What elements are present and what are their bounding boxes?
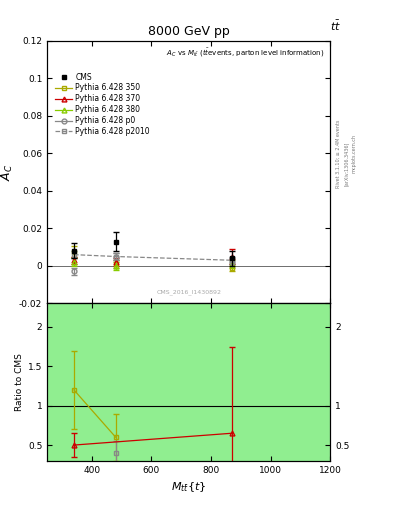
- Text: Rivet 3.1.10; ≥ 2.4M events: Rivet 3.1.10; ≥ 2.4M events: [336, 119, 341, 188]
- Text: [arXiv:1306.3436]: [arXiv:1306.3436]: [344, 142, 349, 186]
- Y-axis label: Ratio to CMS: Ratio to CMS: [15, 353, 24, 411]
- Title: 8000 GeV pp: 8000 GeV pp: [148, 26, 230, 38]
- Y-axis label: $A_C$: $A_C$: [0, 163, 15, 181]
- Text: $A_C$ vs $M_{t\bar{t}}$ ($t\bar{t}$events, parton level information): $A_C$ vs $M_{t\bar{t}}$ ($t\bar{t}$event…: [166, 46, 325, 58]
- Text: mcplots.cern.ch: mcplots.cern.ch: [352, 134, 357, 173]
- Text: $t\bar{t}$: $t\bar{t}$: [330, 19, 341, 33]
- Text: CMS_2016_I1430892: CMS_2016_I1430892: [156, 290, 221, 295]
- Legend: CMS, Pythia 6.428 350, Pythia 6.428 370, Pythia 6.428 380, Pythia 6.428 p0, Pyth: CMS, Pythia 6.428 350, Pythia 6.428 370,…: [54, 71, 151, 138]
- X-axis label: $M_{t\bar{t}}\{t\}$: $M_{t\bar{t}}\{t\}$: [171, 480, 206, 494]
